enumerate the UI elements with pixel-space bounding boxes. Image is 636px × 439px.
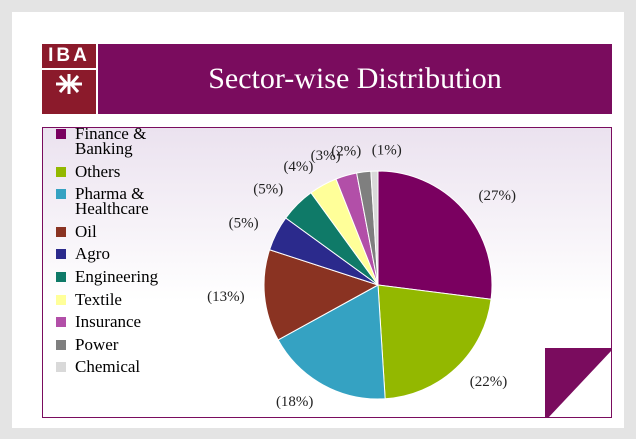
legend-item: Pharma & Healthcare [56,184,186,219]
legend: Finance & Banking Others Pharma & Healthca… [56,124,196,382]
data-label: (3%) [311,148,341,164]
legend-item: Agro [56,244,186,264]
legend-swatch [56,189,66,200]
data-label: (2%) [331,143,361,159]
slide: IBA Sector-wise Distribution [12,12,624,428]
legend-label: Oil [75,221,97,241]
legend-label: Insurance [75,312,142,332]
pie-slice [370,170,379,286]
chart-title: Sector-wise Distribution [208,62,502,95]
legend-item: Power [56,334,186,354]
legend-label: Textile [75,289,122,309]
title-bar: Sector-wise Distribution [98,44,612,114]
legend-swatch [56,129,66,139]
legend-label: Power [75,334,119,354]
data-label: (18%) [276,394,314,410]
legend-swatch [56,294,66,305]
legend-label: Chemical [75,357,141,377]
logo: IBA [42,44,96,114]
pie-slice [263,249,380,341]
legend-label: Others [75,161,121,181]
legend-label: Pharma & Healthcare [75,184,149,219]
legend-item: Textile [56,289,186,309]
data-label: (22%) [470,374,508,390]
data-label: (1%) [372,143,402,159]
data-label: (4%) [283,159,313,175]
data-label: (13%) [207,289,245,305]
legend-item: Oil [56,221,186,241]
legend-item: Chemical [56,357,186,377]
data-label: (5%) [253,182,283,198]
legend-label: Finance & Banking [75,124,147,158]
pie-slice [277,284,386,400]
data-label: (5%) [229,216,259,232]
legend-swatch [56,226,66,237]
legend-swatch [56,362,66,373]
legend-label: Agro [75,244,110,264]
legend-swatch [56,166,66,177]
legend-swatch [56,271,66,282]
pie-slice [377,284,492,400]
folded-corner [545,348,612,418]
data-label: (27%) [479,188,517,204]
logo-icon [56,74,82,94]
legend-swatch [56,317,66,328]
legend-item: Finance & Banking [56,124,186,158]
logo-text: IBA [42,44,96,70]
legend-swatch [56,339,66,350]
legend-swatch [56,249,66,260]
legend-item: Insurance [56,312,186,332]
pie-slice [377,170,493,300]
legend-label: Engineering [75,266,159,286]
legend-item: Engineering [56,266,186,286]
legend-item: Others [56,161,186,181]
